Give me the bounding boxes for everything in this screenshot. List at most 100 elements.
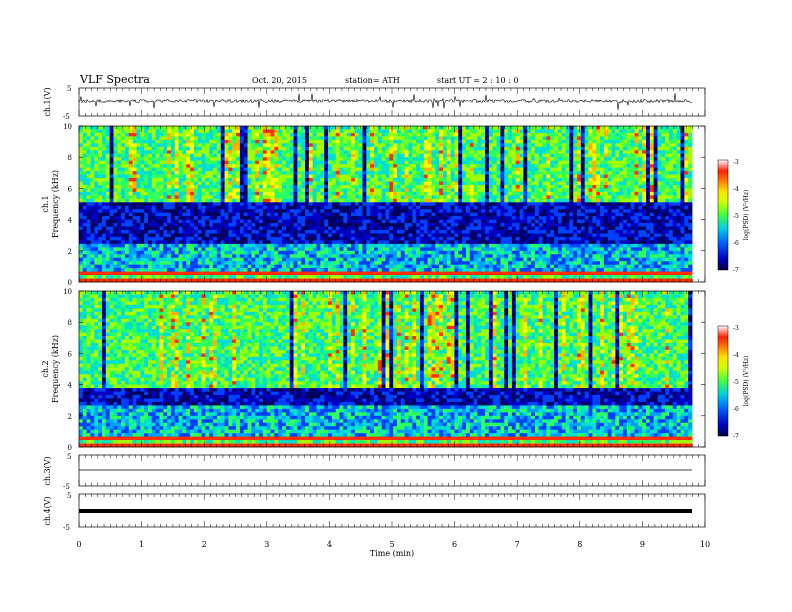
ch1-spec-cell (435, 202, 440, 207)
ch1-spec-cell (496, 188, 501, 193)
ch1-spec-cell (163, 167, 168, 172)
ch1-spec-cell (351, 209, 356, 214)
ch1-spec-cell (121, 164, 126, 168)
ch1-spec-cell (79, 268, 84, 272)
ch1-spec-cell (431, 146, 436, 151)
ch1-spec-cell (98, 250, 103, 255)
ch1-spec-cell (90, 236, 95, 241)
ch1-spec-cell (305, 198, 310, 203)
ch1-spec-cell (136, 167, 141, 172)
ch1-spec-cell (316, 171, 321, 175)
ch1-spec-cell (339, 261, 344, 266)
ch1-spec-cell (343, 139, 348, 144)
ch1-spec-cell (485, 261, 490, 266)
ch1-spec-cell (167, 132, 172, 137)
ch1-spec-cell (312, 250, 317, 255)
ch1-spec-cell (431, 136, 436, 141)
ch1-spec-cell (232, 216, 237, 220)
ch1-spec-cell (358, 202, 363, 207)
ch1-spec-cell (201, 233, 206, 238)
ch1-spec-cell (442, 153, 448, 158)
ch1-spec-cell (167, 223, 172, 227)
ch1-spec-cell (178, 157, 183, 162)
ch1-spec-cell (370, 191, 375, 196)
ch1-spec-cell (305, 257, 310, 262)
ch1-spec-cell (124, 264, 130, 269)
ch1-spec-cell (151, 139, 157, 144)
ch1-spec-cell (393, 219, 398, 224)
ch1-spec-cell (239, 195, 245, 200)
ch1-spec-cell (328, 233, 333, 238)
ch1-spec-cell (458, 164, 463, 168)
ch1-spec-cell (190, 216, 195, 220)
ch1-spec-cell (90, 171, 95, 175)
ch1-spec-cell (366, 278, 371, 283)
ch1-spec-cell (128, 212, 134, 217)
ch1-spec-cell (339, 174, 344, 179)
ch1-spec-cell (205, 216, 210, 220)
ch1-spec-cell (366, 247, 371, 252)
ch1-spec-cell (270, 236, 275, 241)
ch1-spec-cell (389, 240, 394, 245)
ch1-spec-cell (347, 195, 352, 200)
ch1-spec-cell (117, 157, 122, 162)
ch1-spec-cell (331, 174, 337, 179)
ch1-spec-cell (393, 167, 398, 172)
ch1-spec-cell (458, 205, 463, 210)
ch1-spec-cell (243, 160, 248, 165)
ch1-spec-cell (282, 278, 287, 283)
ch1-spec-cell (224, 240, 229, 245)
ch1-spec-cell (193, 181, 199, 186)
ch1-spec-cell (412, 205, 417, 210)
ch1-spec-cell (492, 164, 497, 168)
ch1-spec-cell (205, 146, 210, 151)
ch1-spec-cell (339, 202, 344, 207)
ch1-spec-cell (262, 219, 268, 224)
ch1-spec-cell (224, 236, 229, 241)
ch1-spec-cell (155, 205, 160, 210)
ch1-spec-cell (228, 167, 233, 172)
ch1-spec-cell (90, 264, 95, 269)
ch1-spec-cell (358, 143, 363, 148)
ch1-spec-cell (465, 275, 471, 279)
ch1-spec-cell (163, 198, 168, 203)
ch1-spec-cell (485, 167, 490, 172)
ch1-spec-cell (416, 129, 421, 134)
ch1-spec-cell (186, 195, 191, 200)
ch1-spec-cell (236, 230, 241, 234)
ch1-spec-cell (297, 184, 302, 189)
ch1-spec-cell (255, 184, 260, 189)
ch1-spec-cell (259, 129, 264, 134)
ch1-spec-cell (121, 167, 126, 172)
ch1-spec-cell (228, 202, 233, 207)
ch1-spec-cell (239, 164, 245, 168)
ch1-spec-cell (293, 184, 298, 189)
ch1-spec-cell (416, 278, 421, 283)
ch1-spec-cell (178, 171, 183, 175)
ch1-spec-cell (155, 254, 160, 259)
ch1-spec-cell (239, 132, 245, 137)
ch1-spec-cell (435, 233, 440, 238)
ch1-spec-cell (251, 223, 256, 227)
ch1-spec-cell (458, 233, 463, 238)
ch1-spec-cell (201, 261, 206, 266)
ch1-spec-cell (316, 250, 321, 255)
ch1-spec-cell (339, 250, 344, 255)
ch1-spec-cell (121, 126, 126, 130)
ch1-spec-cell (270, 136, 275, 141)
ch1-spec-cell (374, 136, 379, 141)
ch1-spec-cell (343, 223, 348, 227)
ch1-spec-cell (374, 150, 379, 155)
ch1-spec-cell (458, 195, 463, 200)
ch1-spec-cell (374, 202, 379, 207)
ch1-spec-cell (201, 212, 206, 217)
ch1-spec-cell (82, 271, 88, 276)
ch1-spec-cell (416, 171, 421, 175)
ch1-spec-cell (186, 202, 191, 207)
ch1-spec-cell (377, 178, 383, 182)
ch1-spec-cell (209, 126, 214, 130)
ch1-spec-cell (155, 164, 160, 168)
ch1-spec-cell (163, 264, 168, 269)
ch1-spec-cell (117, 202, 122, 207)
ch1-spec-cell (439, 247, 444, 252)
